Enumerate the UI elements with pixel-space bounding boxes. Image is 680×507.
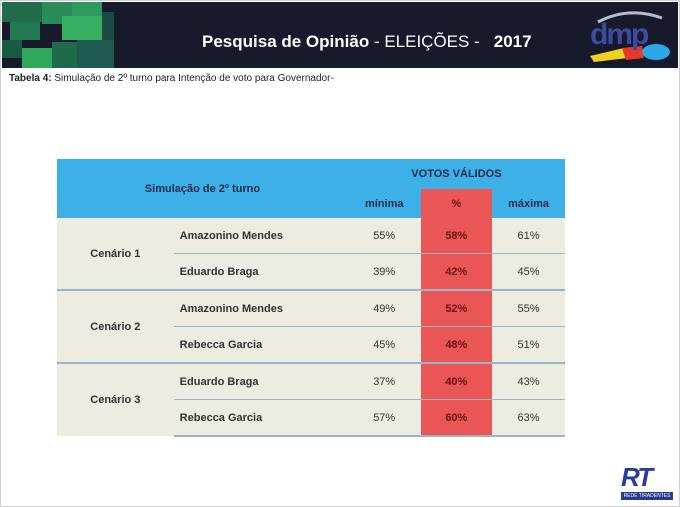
pct-value: 58%	[420, 218, 493, 254]
table-subheader-row: mínima % máxima	[57, 189, 565, 218]
dmp-logo-swoosh-icon	[590, 11, 670, 62]
pct-value: 52%	[420, 289, 493, 327]
header-max: máxima	[492, 189, 565, 218]
min-value: 57%	[347, 399, 421, 437]
header-min: mínima	[347, 189, 421, 218]
scenario-label: Cenário 3	[57, 362, 174, 436]
table-caption: Tabela 4: Simulação de 2º turno para Int…	[9, 73, 334, 84]
pct-value: 40%	[420, 362, 493, 400]
candidate-name: Rebecca Garcia	[173, 399, 348, 437]
candidate-name: Rebecca Garcia	[173, 326, 348, 363]
banner-title: Pesquisa de Opinião - ELEIÇÕES - 2017	[202, 32, 532, 52]
caption-label: Tabela 4:	[9, 73, 52, 84]
runoff-simulation-table: Simulação de 2º turno VOTOS VÁLIDOS míni…	[57, 159, 565, 437]
rt-logo-text: RT	[621, 462, 653, 492]
min-value: 37%	[347, 362, 421, 400]
candidate-name: Eduardo Braga	[173, 362, 348, 400]
scenario-label: Cenário 1	[57, 218, 174, 290]
table-row: Cenário 1 Amazonino Mendes 55% 58% 61%	[57, 218, 565, 290]
banner-title-rest: - ELEIÇÕES -	[369, 32, 480, 51]
min-value: 45%	[347, 326, 421, 363]
max-value: 55%	[492, 289, 565, 327]
table-row: Cenário 3 Eduardo Braga 37% 40% 43%	[57, 362, 565, 436]
rt-watermark-logo: RT REDE TIRADENTES	[619, 462, 675, 502]
min-value: 39%	[347, 253, 421, 290]
min-value: 55%	[347, 218, 421, 254]
dmp-logo: dmp	[584, 8, 672, 66]
caption-text: Simulação de 2º turno para Intenção de v…	[51, 73, 334, 84]
header-group: VOTOS VÁLIDOS	[347, 159, 565, 189]
candidate-name: Amazonino Mendes	[173, 218, 348, 254]
max-value: 43%	[492, 362, 565, 400]
dmp-logo-text: dmp	[590, 18, 649, 51]
banner-year: 2017	[493, 32, 532, 51]
rt-logo-tagline: REDE TIRADENTES	[621, 492, 673, 500]
table-row: Rebecca Garcia 45% 48% 51%	[57, 326, 565, 363]
header-banner: Pesquisa de Opinião - ELEIÇÕES - 2017 dmp	[2, 2, 678, 68]
banner-title-bold: Pesquisa de Opinião	[202, 32, 370, 51]
table-row: Eduardo Braga 39% 42% 45%	[57, 253, 565, 290]
header-main: Simulação de 2º turno	[57, 159, 348, 218]
max-value: 45%	[492, 253, 565, 290]
max-value: 61%	[492, 218, 565, 254]
max-value: 51%	[492, 326, 565, 363]
table-row: Cenário 2 Amazonino Mendes 49% 52% 55%	[57, 289, 565, 363]
scenario-label: Cenário 2	[57, 289, 174, 363]
header-pct: %	[420, 189, 493, 218]
table-header-row: Simulação de 2º turno VOTOS VÁLIDOS	[57, 159, 565, 218]
pct-value: 60%	[420, 399, 493, 437]
candidate-name: Eduardo Braga	[173, 253, 348, 290]
candidate-name: Amazonino Mendes	[173, 289, 348, 327]
pct-value: 42%	[420, 253, 493, 290]
green-mosaic-decoration	[2, 2, 114, 68]
max-value: 63%	[492, 399, 565, 437]
pct-value: 48%	[420, 326, 493, 363]
min-value: 49%	[347, 289, 421, 327]
table-row: Rebecca Garcia 57% 60% 63%	[57, 399, 565, 437]
